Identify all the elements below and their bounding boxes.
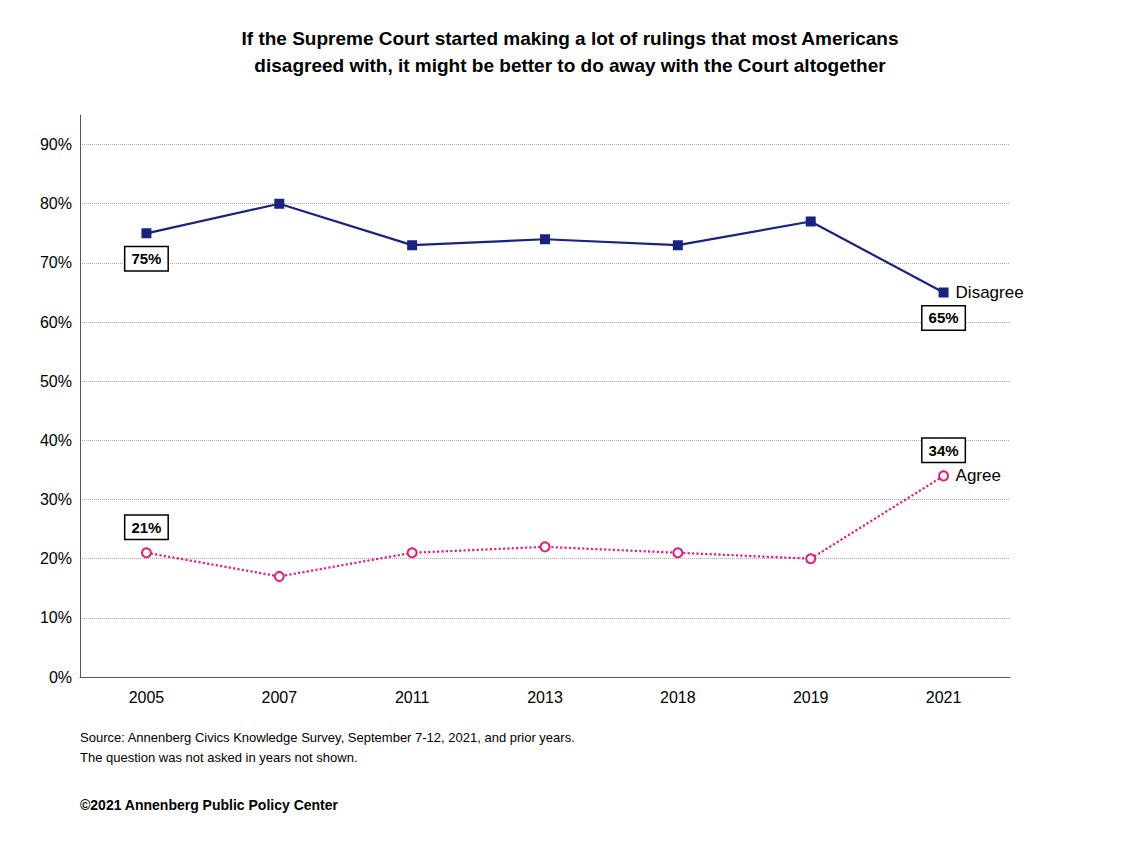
svg-text:90%: 90% — [40, 136, 72, 153]
svg-text:2013: 2013 — [527, 689, 563, 706]
svg-text:If the Supreme Court started m: If the Supreme Court started making a lo… — [241, 28, 898, 49]
svg-text:2011: 2011 — [395, 689, 430, 706]
svg-text:30%: 30% — [40, 491, 72, 508]
svg-text:50%: 50% — [40, 373, 72, 390]
svg-text:Agree: Agree — [956, 466, 1001, 485]
svg-text:10%: 10% — [40, 609, 72, 626]
svg-text:2005: 2005 — [129, 689, 165, 706]
svg-text:40%: 40% — [40, 432, 72, 449]
svg-text:0%: 0% — [49, 669, 72, 686]
svg-text:Disagree: Disagree — [956, 283, 1024, 302]
svg-text:disagreed with, it might be be: disagreed with, it might be better to do… — [254, 55, 886, 76]
svg-text:20%: 20% — [40, 550, 72, 567]
svg-text:2021: 2021 — [926, 689, 962, 706]
svg-text:©2021 Annenberg Public Policy: ©2021 Annenberg Public Policy Center — [80, 797, 339, 813]
svg-text:75%: 75% — [131, 250, 161, 267]
svg-text:2007: 2007 — [261, 689, 297, 706]
svg-text:Source: Annenberg Civics Knowl: Source: Annenberg Civics Knowledge Surve… — [80, 730, 575, 745]
svg-text:60%: 60% — [40, 314, 72, 331]
svg-text:80%: 80% — [40, 195, 72, 212]
svg-text:70%: 70% — [40, 254, 72, 271]
svg-text:2018: 2018 — [660, 689, 696, 706]
svg-text:65%: 65% — [929, 309, 959, 326]
svg-text:21%: 21% — [131, 519, 161, 536]
svg-text:2019: 2019 — [793, 689, 829, 706]
svg-text:34%: 34% — [929, 442, 959, 459]
svg-text:The question was not asked in: The question was not asked in years not … — [80, 750, 358, 765]
